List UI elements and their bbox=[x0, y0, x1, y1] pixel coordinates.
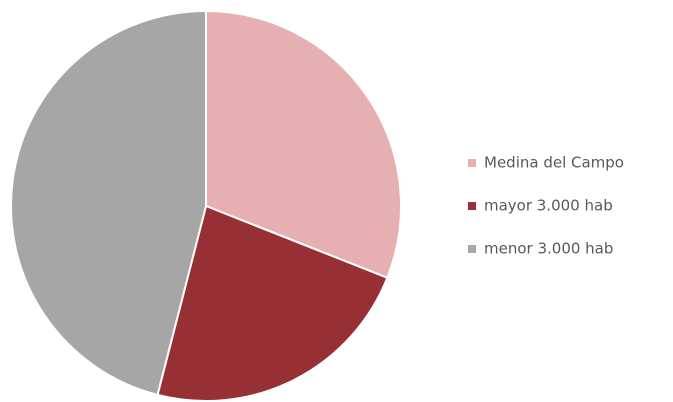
legend-swatch bbox=[468, 202, 476, 210]
legend-label: mayor 3.000 hab bbox=[484, 197, 613, 215]
legend-swatch bbox=[468, 159, 476, 167]
legend-label: Medina del Campo bbox=[484, 154, 624, 172]
legend-swatch bbox=[468, 245, 476, 253]
pie-slice bbox=[205, 9, 402, 280]
legend-label: menor 3.000 hab bbox=[484, 240, 613, 258]
pie-slice bbox=[10, 9, 207, 397]
pie-slice bbox=[156, 204, 389, 402]
